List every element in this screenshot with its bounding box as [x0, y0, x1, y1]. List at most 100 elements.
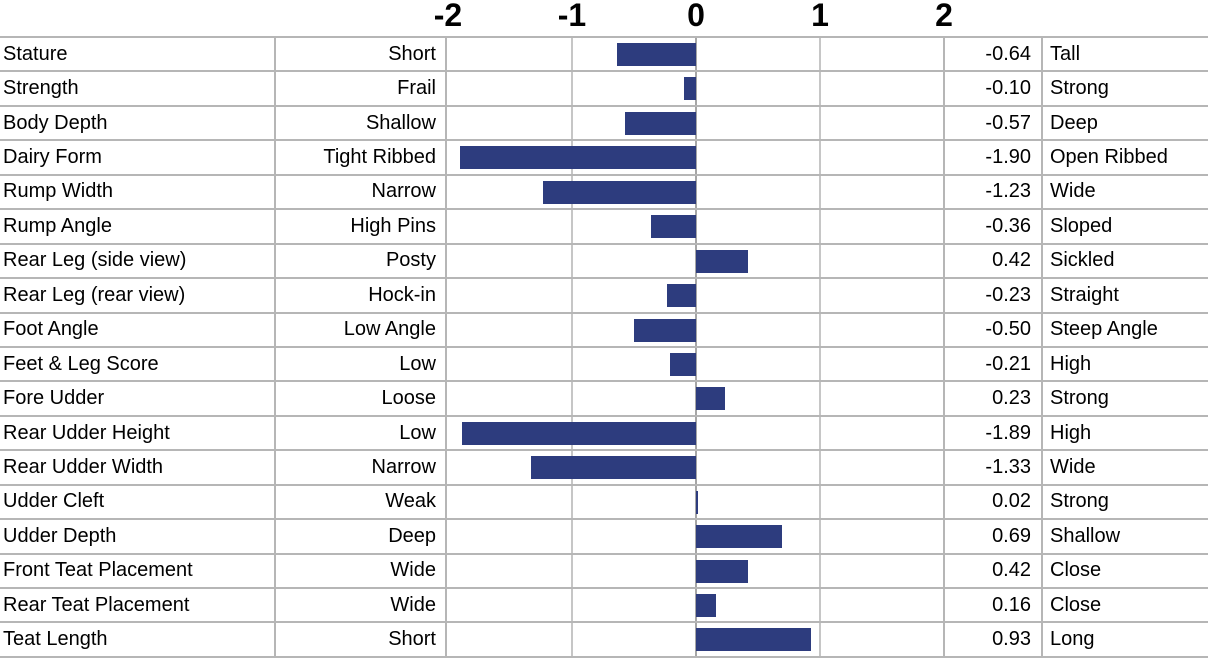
- gridline: [571, 623, 573, 656]
- low-descriptor-label: Short: [276, 38, 447, 71]
- bar-cell: [447, 589, 945, 622]
- gridline: [571, 313, 573, 346]
- trait-name: Feet & Leg Score: [0, 347, 276, 381]
- low-descriptor-label: Narrow: [276, 451, 447, 484]
- bar-cell: [447, 451, 945, 484]
- sta-bar: [670, 352, 696, 376]
- gridline: [819, 175, 821, 209]
- low-descriptor-label: Wide: [276, 589, 447, 622]
- sta-bar: [696, 387, 725, 411]
- bar-cell: [447, 382, 945, 415]
- sta-value: -0.21: [945, 347, 1043, 381]
- gridline: [571, 554, 573, 587]
- trait-name: Dairy Form: [0, 141, 276, 174]
- table-row: Strength Frail -0.10 Strong: [0, 72, 1208, 107]
- gridline: [571, 382, 573, 415]
- high-descriptor-label: Wide: [1050, 180, 1096, 203]
- table-row: Rump Width Narrow -1.23 Wide: [0, 175, 1208, 211]
- bar-cell: [447, 623, 945, 656]
- bar-cell: [447, 38, 945, 71]
- high-descriptor-label: Strong: [1050, 387, 1109, 410]
- table-row: Rear Teat Placement Wide 0.16 Close: [0, 589, 1208, 624]
- bar-cell: [447, 141, 945, 174]
- trait-name: Rear Teat Placement: [0, 589, 276, 622]
- sta-bar: [462, 421, 696, 445]
- sta-bar: [634, 318, 696, 342]
- sta-bar: [684, 77, 696, 101]
- trait-name: Stature: [0, 38, 276, 71]
- trait-name: Rear Udder Height: [0, 416, 276, 450]
- table-row: Body Depth Shallow -0.57 Deep: [0, 106, 1208, 142]
- bar-cell: [447, 72, 945, 105]
- bar-cell: [447, 175, 945, 209]
- high-descriptor-label: Sloped: [1050, 214, 1113, 237]
- sta-bar: [696, 490, 698, 514]
- high-descriptor-label: Strong: [1050, 490, 1109, 513]
- table-row: Feet & Leg Score Low -0.21 High: [0, 347, 1208, 383]
- sta-value: 0.42: [945, 244, 1043, 278]
- high-descriptor-label: Close: [1050, 559, 1102, 582]
- zero-axis-line: [695, 313, 697, 346]
- gridline: [819, 210, 821, 243]
- axis-top: -2 -1 0 1 2: [0, 0, 1211, 36]
- gridline: [819, 554, 821, 587]
- gridline: [819, 141, 821, 174]
- sta-value: -0.36: [945, 210, 1043, 243]
- high-descriptor-label: Straight: [1050, 283, 1119, 306]
- sta-value: 0.42: [945, 554, 1043, 587]
- zero-axis-line: [695, 38, 697, 71]
- bar-cell: [447, 244, 945, 278]
- bar-cell: [447, 106, 945, 140]
- bar-cell: [447, 279, 945, 312]
- trait-name: Body Depth: [0, 106, 276, 140]
- gridline: [819, 106, 821, 140]
- high-descriptor-label: Long: [1050, 628, 1095, 651]
- trait-table: Stature Short -0.64 Tall Strength Frail -0.10 S…: [0, 36, 1208, 658]
- sta-bar: [625, 111, 696, 135]
- low-descriptor-label: Narrow: [276, 175, 447, 209]
- sta-bar: [696, 525, 782, 549]
- sta-bar: [696, 594, 716, 617]
- table-row: Rear Udder Width Narrow -1.33 Wide: [0, 451, 1208, 486]
- low-descriptor-label: Tight Ribbed: [276, 141, 447, 174]
- table-row: Fore Udder Loose 0.23 Strong: [0, 382, 1208, 417]
- trait-name: Rump Width: [0, 175, 276, 209]
- low-descriptor-label: Low: [276, 416, 447, 450]
- sta-value: 0.16: [945, 589, 1043, 622]
- sta-bar: [696, 628, 811, 652]
- gridline: [571, 106, 573, 140]
- table-row: Rear Udder Height Low -1.89 High: [0, 416, 1208, 452]
- gridline: [819, 416, 821, 450]
- high-descriptor-label: Tall: [1050, 42, 1081, 65]
- sta-value: 0.69: [945, 520, 1043, 553]
- axis-tick-label: 2: [935, 0, 953, 33]
- bar-cell: [447, 416, 945, 450]
- table-row: Teat Length Short 0.93 Long: [0, 623, 1208, 658]
- bar-cell: [447, 485, 945, 519]
- sta-value: -0.50: [945, 313, 1043, 346]
- high-descriptor-label: Open Ribbed: [1050, 146, 1168, 169]
- trait-name: Rump Angle: [0, 210, 276, 243]
- table-row: Dairy Form Tight Ribbed -1.90 Open Ribbed: [0, 141, 1208, 176]
- sta-value: 0.23: [945, 382, 1043, 415]
- sta-value: -0.64: [945, 38, 1043, 71]
- sta-bar: [651, 215, 696, 239]
- table-row: Stature Short -0.64 Tall: [0, 38, 1208, 73]
- sta-bar: [696, 559, 748, 583]
- gridline: [571, 589, 573, 622]
- trait-name: Rear Udder Width: [0, 451, 276, 484]
- gridline: [819, 279, 821, 312]
- zero-axis-line: [695, 210, 697, 243]
- table-row: Udder Cleft Weak 0.02 Strong: [0, 485, 1208, 521]
- table-row: Udder Depth Deep 0.69 Shallow: [0, 520, 1208, 555]
- axis-tick-label: -2: [433, 0, 463, 33]
- low-descriptor-label: Deep: [276, 520, 447, 553]
- zero-axis-line: [695, 106, 697, 140]
- sta-value: -0.10: [945, 72, 1043, 105]
- gridline: [819, 589, 821, 622]
- high-descriptor-label: Strong: [1050, 77, 1109, 100]
- sta-value: -1.33: [945, 451, 1043, 484]
- sta-bar: [667, 284, 696, 308]
- axis-tick-label: 1: [811, 0, 829, 33]
- high-descriptor-label: Wide: [1050, 455, 1096, 478]
